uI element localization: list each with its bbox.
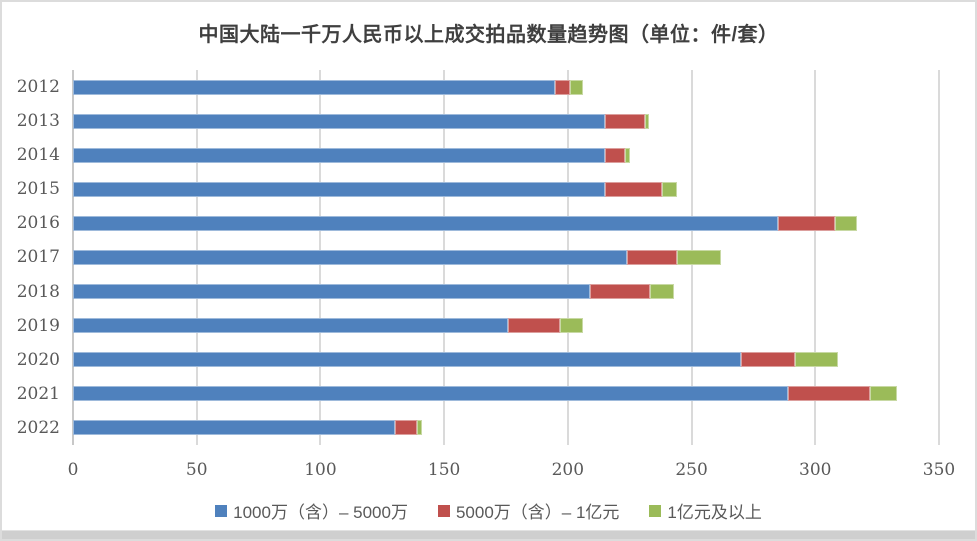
y-axis-label: 2014 [16,145,60,166]
bar-segment [73,215,779,231]
bar-segment [604,113,645,129]
bar-segment [644,113,650,129]
y-axis-label: 2013 [16,111,60,132]
legend-swatch-icon [437,504,450,517]
bar-segment [73,113,605,129]
bar-segment [649,284,675,300]
legend-item: 1000万（含）– 5000万 [215,498,408,523]
bar-segment [73,284,591,300]
bar-segment [869,386,897,402]
bar-segment [73,79,556,95]
bar-segment [604,181,662,197]
x-axis-label: 150 [427,460,461,480]
x-axis-label: 350 [922,460,956,480]
bar-segment [555,79,571,95]
legend-item: 1亿元及以上 [649,498,762,523]
bar-segment [795,352,838,368]
legend: 1000万（含）– 5000万 5000万（含）– 1亿元 1亿元及以上 [2,498,975,523]
bar-segment [624,147,630,163]
bar-segment [416,420,422,436]
bar-segment [394,420,417,436]
gridline [938,70,940,445]
bottom-window-edge [2,530,975,539]
y-axis: 2012 2013 2014 2015 2016 2017 2018 2019 2020 2021… [2,70,60,445]
bar-segment [778,215,836,231]
y-axis-label: 2018 [16,281,60,302]
chart-title: 中国大陆一千万人民币以上成交拍品数量趋势图（单位：件/套） [198,24,779,46]
bar-segment [661,181,677,197]
y-axis-label: 2022 [16,417,60,438]
bar-segment [73,181,605,197]
bar-segment [73,250,628,265]
bar-segment [570,79,583,95]
bar-segment [604,147,625,163]
y-axis-label: 2021 [16,383,60,404]
bar-segment [508,318,561,334]
x-axis-label: 0 [67,460,79,480]
bar-segment [73,420,395,436]
bar-segment [73,352,742,368]
x-axis-label: 250 [675,460,708,480]
bar-segment [788,386,870,402]
bar-segment [627,250,677,265]
legend-label: 1亿元及以上 [667,503,762,522]
y-axis-label: 2012 [16,77,60,97]
bar-segment [73,318,509,334]
bar-segment [741,352,796,368]
plot-area [72,70,940,445]
y-axis-label: 2017 [16,247,60,268]
bar-segment [676,250,722,265]
legend-swatch-icon [649,504,662,517]
y-axis-label: 2020 [16,349,60,370]
legend-swatch-icon [215,504,228,517]
legend-label: 5000万（含）– 1亿元 [455,503,620,522]
x-axis-label: 50 [185,460,208,480]
bar-segment [73,147,605,163]
legend-label: 1000万（含）– 5000万 [233,503,408,522]
legend-item: 5000万（含）– 1亿元 [437,498,620,523]
y-axis-label: 2015 [16,179,60,200]
bar-segment [590,284,650,300]
x-axis-label: 100 [304,460,337,480]
x-axis: 0 50 100 150 200 250 300 350 [2,460,975,482]
x-axis-label: 200 [551,460,585,480]
y-axis-label: 2019 [16,315,60,336]
y-axis-label: 2016 [16,213,60,234]
x-axis-label: 300 [799,460,832,480]
bar-segment [560,318,583,334]
bar-segment [73,386,789,402]
gridline [814,70,817,445]
bar-segment [835,215,858,231]
